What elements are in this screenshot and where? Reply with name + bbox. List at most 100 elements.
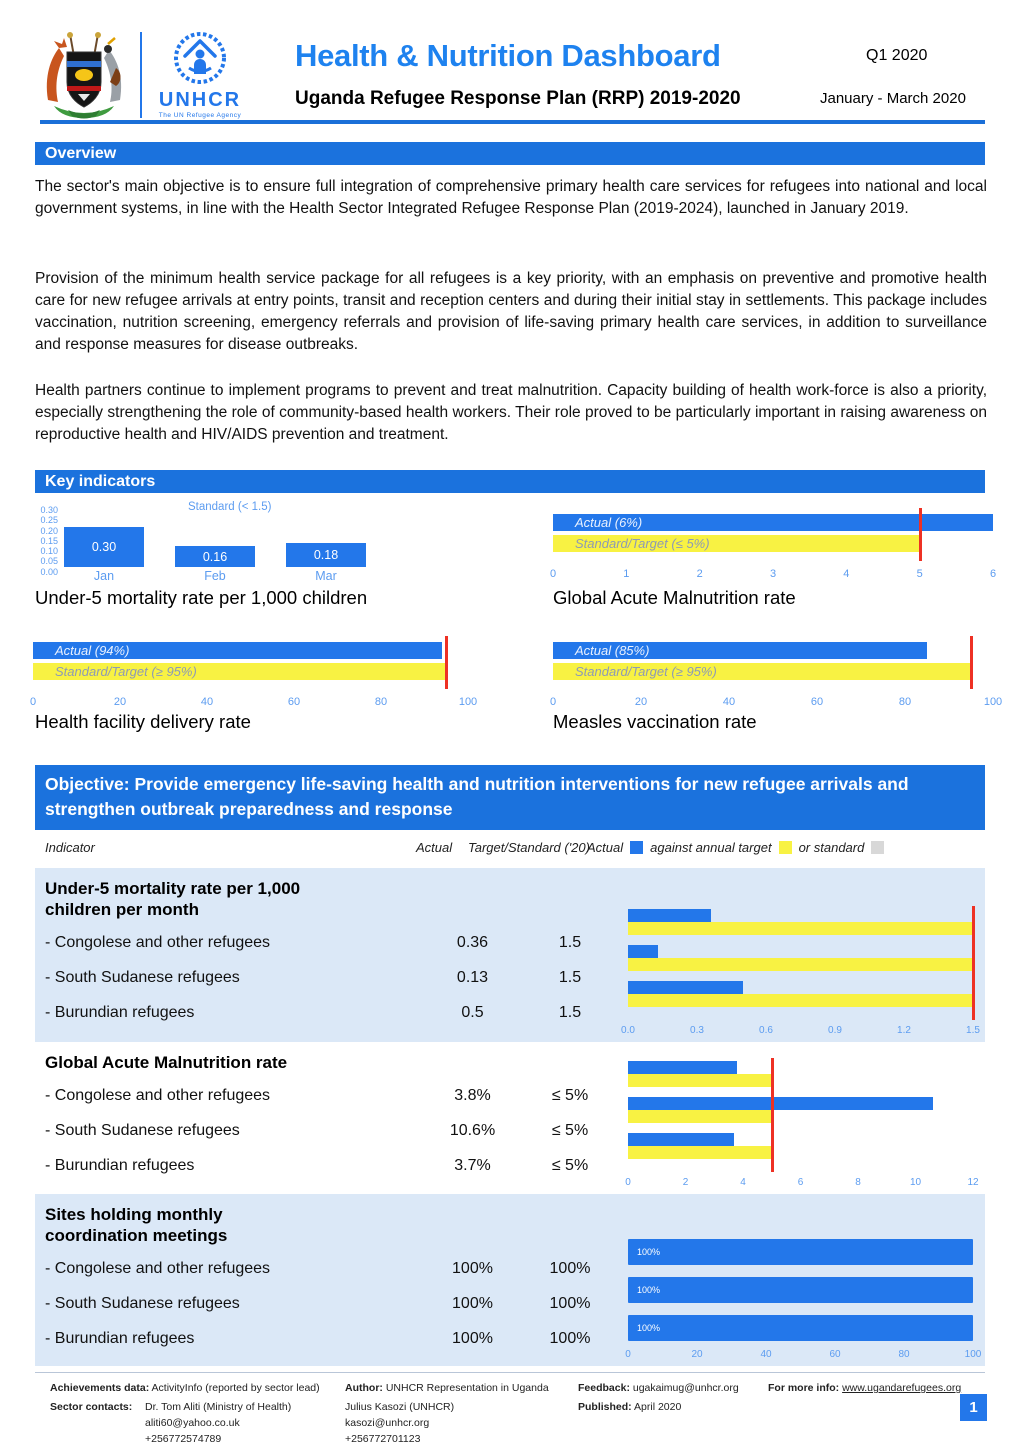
footer-more-info: For more info: www.ugandarefugees.org [768,1381,961,1397]
legend-actual-label: Actual [587,840,624,855]
x-axis-tick: 0.6 [759,1025,773,1036]
x-axis-tick: 40 [722,696,736,708]
row-actual-value: 0.36 [456,934,489,951]
gam-indicator-chart: Actual (6%) Standard/Target (≤ 5%) 0 1 2 3 4 5 6 [550,508,996,581]
x-axis-tick: 6 [797,1177,804,1188]
target-bar: Standard/Target (≤ 5%) [553,535,920,552]
target-bar: Standard/Target (≥ 95%) [33,663,447,680]
target-redline [972,906,975,1020]
bar-value-label: 100% [637,1323,661,1333]
section-chart: 0 2 4 6 8 10 12 [620,1050,979,1194]
under5-bar-value: 0.30 [91,540,117,554]
y-axis-tick: 0.30 [40,505,58,515]
x-axis-tick: 4 [843,568,850,580]
actual-bar: 100% [628,1315,973,1341]
more-info-link[interactable]: www.ugandarefugees.org [842,1382,962,1394]
row-target-value: 100% [549,1330,591,1347]
target-redline [970,636,973,689]
x-axis-tick: 0.0 [621,1025,635,1036]
footer-sector-contacts-label: Sector contacts: [50,1400,132,1416]
column-header-actual: Actual [416,840,453,855]
x-axis-tick: 0 [29,696,37,708]
bar-value-label: 100% [637,1247,661,1257]
section-title: Global Acute Malnutrition rate [45,1053,288,1072]
table-row: - Burundian refugees 100% 100% [45,1322,620,1357]
x-axis-tick: 80 [898,1349,910,1360]
row-actual-value: 100% [452,1330,493,1347]
x-axis-tick: 5 [916,568,923,580]
y-axis-tick: 0.05 [40,556,58,567]
x-axis-tick: 0 [625,1177,631,1188]
x-axis-tick: 1.2 [897,1025,911,1036]
footer-contact-2: Julius Kasozi (UNHCR) kasozi@unhcr.org +… [345,1400,454,1447]
row-indicator-label: - South Sudanese refugees [45,969,240,986]
x-axis-tick: 100 [964,1349,982,1360]
table-row: - Burundian refugees 3.7% ≤ 5% [45,1148,620,1183]
row-actual-value: 3.7% [454,1156,491,1174]
page-subtitle: Uganda Refugee Response Plan (RRP) 2019-… [295,88,741,109]
actual-bar [628,1097,933,1110]
row-indicator-label: - Congolese and other refugees [45,1086,271,1104]
under5-bar-chart: 0.30 0.16 0.18 [64,505,366,567]
overview-paragraph: Health partners continue to implement pr… [35,382,987,443]
x-axis-tick: 20 [113,696,127,708]
actual-bar: Actual (94%) [33,642,442,659]
logo-divider [140,32,142,118]
x-axis-tick: 60 [829,1349,841,1360]
section-table: Sites holding monthly coordination meetin… [45,1202,620,1366]
footer-author: Author: UNHCR Representation in Uganda [345,1381,575,1397]
under5-bar-value: 0.18 [313,548,339,562]
actual-bar [628,1133,735,1146]
row-actual-value: 100% [452,1295,493,1312]
x-axis: 0 2 4 6 8 10 12 [625,1177,978,1190]
bar-pair [628,1097,973,1123]
target-bar [628,922,973,935]
contact-name: Julius Kasozi (UNHCR) [345,1401,455,1413]
column-header-target: Target/Standard ('20) [468,840,590,855]
bar-pair [628,1061,973,1087]
row-target-value: 1.5 [558,969,582,986]
y-axis-tick: 0.10 [40,546,58,557]
page-title: Health & Nutrition Dashboard [295,38,721,73]
footer-rule [35,1372,985,1373]
chart-legend: Actual against annual target or standard [587,840,885,855]
uganda-coat-of-arms-logo [46,32,122,119]
contact-name: Dr. Tom Aliti (Ministry of Health) [145,1401,292,1413]
delivery-indicator-chart: Actual (94%) Standard/Target (≥ 95%) 0 20 40… [29,636,477,709]
section-table: Under-5 mortality rate per 1,000 children… [45,876,620,1042]
x-axis-tick: 8 [855,1177,861,1188]
section-chart: 100% 100% 100% 0 20 40 60 80 100 [620,1202,981,1366]
footer-feedback-label: Feedback: [578,1382,630,1394]
x-axis-tick: 80 [374,696,388,708]
x-axis: 0 1 2 3 4 5 6 [550,568,996,581]
section-title: Under-5 mortality rate per 1,000 children… [45,879,301,920]
x-axis: 0.0 0.3 0.6 0.9 1.2 1.5 [621,1025,980,1038]
under5-bar-jan: 0.30 [64,527,144,567]
x-axis-tick: 0 [625,1349,631,1360]
row-target-value: ≤ 5% [551,1156,589,1174]
row-indicator-label: - Congolese and other refugees [45,1260,271,1277]
x-axis-tick: 0.3 [690,1025,704,1036]
legend-actual-swatch [630,841,644,854]
legend-or-standard-label: or standard [798,840,865,855]
objective-section-header: Objective: Provide emergency life-saving… [35,765,985,830]
row-indicator-label: - Burundian refugees [45,1156,195,1174]
footer-contact-1: Dr. Tom Aliti (Ministry of Health) aliti… [145,1400,291,1447]
row-actual-value: 100% [452,1260,493,1277]
objective-section: Under-5 mortality rate per 1,000 children… [35,868,985,1042]
row-indicator-label: - South Sudanese refugees [45,1295,240,1312]
y-axis-tick: 0.15 [40,535,58,546]
key-indicators-section-header: Key indicators [35,470,985,493]
target-bar [628,958,973,971]
unhcr-logo-text: UNHCR [158,89,242,111]
y-axis-tick: 0.00 [40,566,58,577]
objective-sections: Under-5 mortality rate per 1,000 children… [35,868,985,1366]
table-row: - South Sudanese refugees 10.6% ≤ 5% [45,1113,620,1148]
x-axis-tick: 100 [458,696,478,708]
table-row: - Congolese and other refugees 3.8% ≤ 5% [45,1078,620,1113]
x-axis-tick: 10 [909,1177,922,1188]
row-actual-value: 0.5 [461,1004,484,1021]
row-target-value: 100% [549,1260,591,1277]
row-target-value: 100% [549,1295,591,1312]
actual-bar: 100% [628,1277,973,1303]
